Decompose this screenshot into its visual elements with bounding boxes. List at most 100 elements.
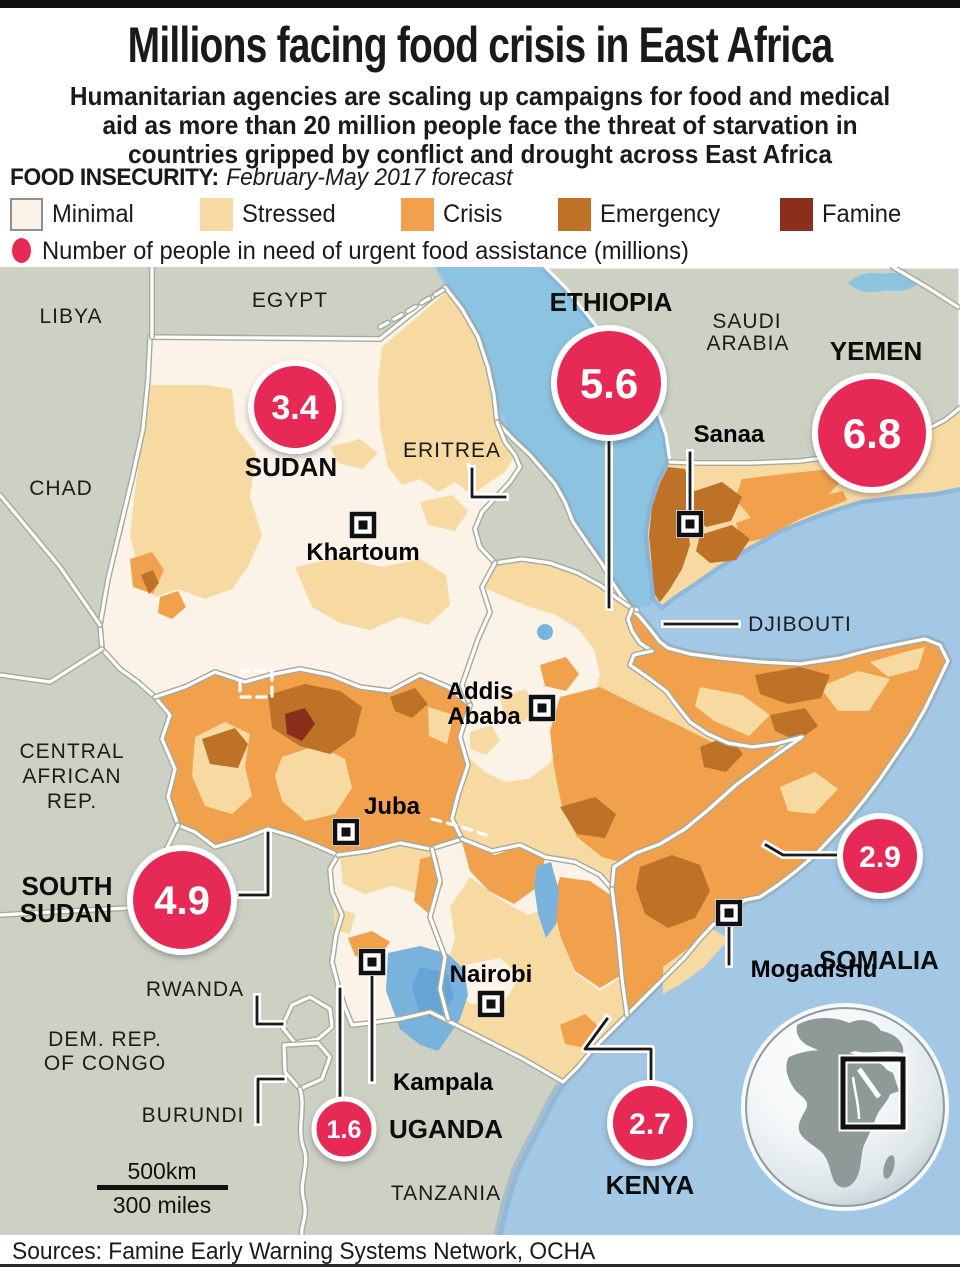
label-rwanda: RWANDA xyxy=(146,978,244,1001)
minimal-label: Minimal xyxy=(52,200,134,228)
legend-heading-forecast: February-May 2017 forecast xyxy=(226,164,513,191)
label-egypt: EGYPT xyxy=(252,289,328,312)
label-addis-1: Addis xyxy=(447,678,514,705)
legend-heading-bold: FOOD INSECURITY: xyxy=(10,164,219,191)
label-juba: Juba xyxy=(364,793,421,820)
saudi-lake xyxy=(848,272,922,292)
legend-heading: FOOD INSECURITY: February-May 2017 foreca… xyxy=(10,164,513,192)
bubble-note: Number of people in need of urgent food … xyxy=(42,237,689,265)
label-chad: CHAD xyxy=(29,477,93,500)
label-mogadishu: Mogadishu xyxy=(751,956,878,983)
label-south-sudan-1: SOUTH xyxy=(22,871,113,901)
label-somalia: SOMALIA xyxy=(819,945,939,975)
label-burundi: BURUNDI xyxy=(142,1104,245,1127)
scale-rule xyxy=(97,1185,228,1190)
eritrea-region xyxy=(475,422,637,610)
label-yemen: YEMEN xyxy=(830,336,922,366)
city-marker-sanaa xyxy=(676,510,704,538)
top-rule xyxy=(0,0,960,8)
sources-bar: Sources: Famine Early Warning Systems Ne… xyxy=(0,1235,960,1265)
ipc-patches-kenya xyxy=(446,842,627,1082)
globe-locator xyxy=(741,1003,949,1211)
emergency-swatch xyxy=(558,198,591,231)
label-khartoum: Khartoum xyxy=(306,539,419,566)
label-car-1: CENTRAL xyxy=(19,740,124,763)
badge-ethiopia-value: 5.6 xyxy=(580,360,638,407)
legend-item-minimal: Minimal xyxy=(10,198,138,231)
famine-swatch xyxy=(780,198,813,231)
page-title: Millions facing food crisis in East Afri… xyxy=(127,17,834,73)
map-labels: LIBYA EGYPT CHAD SAUDI ARABIA ERITREA DJ… xyxy=(19,287,939,1205)
badge-ethiopia: 5.6 xyxy=(551,325,667,441)
badge-sudan: 3.4 xyxy=(248,360,342,454)
famine-label: Famine xyxy=(822,200,902,228)
badge-somalia: 2.9 xyxy=(837,813,923,899)
emergency-label: Emergency xyxy=(600,200,721,228)
badges: 3.4 5.6 6.8 4.9 2.9 1.6 xyxy=(127,325,932,1166)
label-kampala: Kampala xyxy=(393,1069,494,1096)
scale-km: 500km xyxy=(127,1158,196,1184)
badge-yemen: 6.8 xyxy=(812,373,932,493)
label-uganda: UGANDA xyxy=(389,1114,503,1144)
label-saudi-1: SAUDI xyxy=(712,310,781,333)
city-markers xyxy=(332,510,743,1018)
ipc-patches-south-sudan xyxy=(155,669,470,855)
lake-turkana xyxy=(534,862,559,938)
label-car-3: REP. xyxy=(47,790,97,813)
scale-miles: 300 miles xyxy=(113,1192,211,1218)
ipc-patches-ethiopia xyxy=(452,559,802,889)
label-libya: LIBYA xyxy=(40,305,103,328)
city-marker-addis-ababa xyxy=(528,694,556,722)
badge-uganda: 1.6 xyxy=(311,1096,377,1162)
legend-item-crisis: Crisis xyxy=(401,198,506,231)
subtitle-line: countries gripped by conflict and drough… xyxy=(128,139,832,169)
city-marker-mogadishu xyxy=(715,899,743,927)
badge-south-sudan: 4.9 xyxy=(127,845,237,955)
label-sudan: SUDAN xyxy=(245,452,337,482)
legend-bubble-row: Number of people in need of urgent food … xyxy=(0,236,960,266)
badge-sudan-value: 3.4 xyxy=(271,389,318,427)
sources-text: Sources: Famine Early Warning Systems Ne… xyxy=(12,1238,596,1265)
label-addis-2: Ababa xyxy=(447,703,521,730)
crisis-label: Crisis xyxy=(443,200,503,228)
subtitle-line: Humanitarian agencies are scaling up cam… xyxy=(69,81,891,111)
globe-frame xyxy=(840,1056,906,1130)
bottom-rule xyxy=(0,1264,960,1267)
badge-south-sudan-value: 4.9 xyxy=(154,879,210,923)
label-nairobi: Nairobi xyxy=(450,961,533,988)
legend-item-stressed: Stressed xyxy=(200,198,341,231)
label-ethiopia: ETHIOPIA xyxy=(550,287,673,317)
badge-kenya-value: 2.7 xyxy=(629,1108,671,1141)
subtitle-line: aid as more than 20 million people face … xyxy=(102,110,858,140)
label-south-sudan-2: SUDAN xyxy=(20,898,112,928)
city-marker-khartoum xyxy=(349,511,377,539)
subtitle: Humanitarian agencies are scaling up cam… xyxy=(29,82,931,169)
badge-yemen-value: 6.8 xyxy=(843,410,901,457)
stressed-label: Stressed xyxy=(242,200,336,228)
city-marker-nairobi xyxy=(477,990,505,1018)
label-djibouti: DJIBOUTI xyxy=(748,613,852,636)
label-tanzania: TANZANIA xyxy=(391,1182,501,1205)
borders xyxy=(0,267,948,1235)
badge-uganda-value: 1.6 xyxy=(327,1116,362,1144)
scale-bar: 500km 300 miles xyxy=(97,1158,228,1218)
minimal-swatch xyxy=(10,198,43,231)
city-marker-kampala xyxy=(358,948,386,976)
stressed-swatch xyxy=(200,198,233,231)
legend-item-famine: Famine xyxy=(780,198,905,231)
ipc-patches-sudan xyxy=(130,293,515,630)
map: 3.4 5.6 6.8 4.9 2.9 1.6 xyxy=(0,267,960,1235)
label-eritrea: ERITREA xyxy=(403,439,501,462)
label-drc-1: DEM. REP. xyxy=(48,1028,162,1051)
city-marker-juba xyxy=(332,818,360,846)
legend-categories: Minimal Stressed Crisis Emergency Famine xyxy=(0,198,960,232)
leader-lines xyxy=(236,435,842,1126)
badge-kenya: 2.7 xyxy=(607,1080,693,1166)
legend-item-emergency: Emergency xyxy=(558,198,726,231)
abyei-box xyxy=(238,669,274,699)
crisis-swatch xyxy=(401,198,434,231)
label-drc-2: OF CONGO xyxy=(44,1052,166,1075)
label-sanaa: Sanaa xyxy=(694,421,765,448)
bubble-icon xyxy=(12,238,31,263)
